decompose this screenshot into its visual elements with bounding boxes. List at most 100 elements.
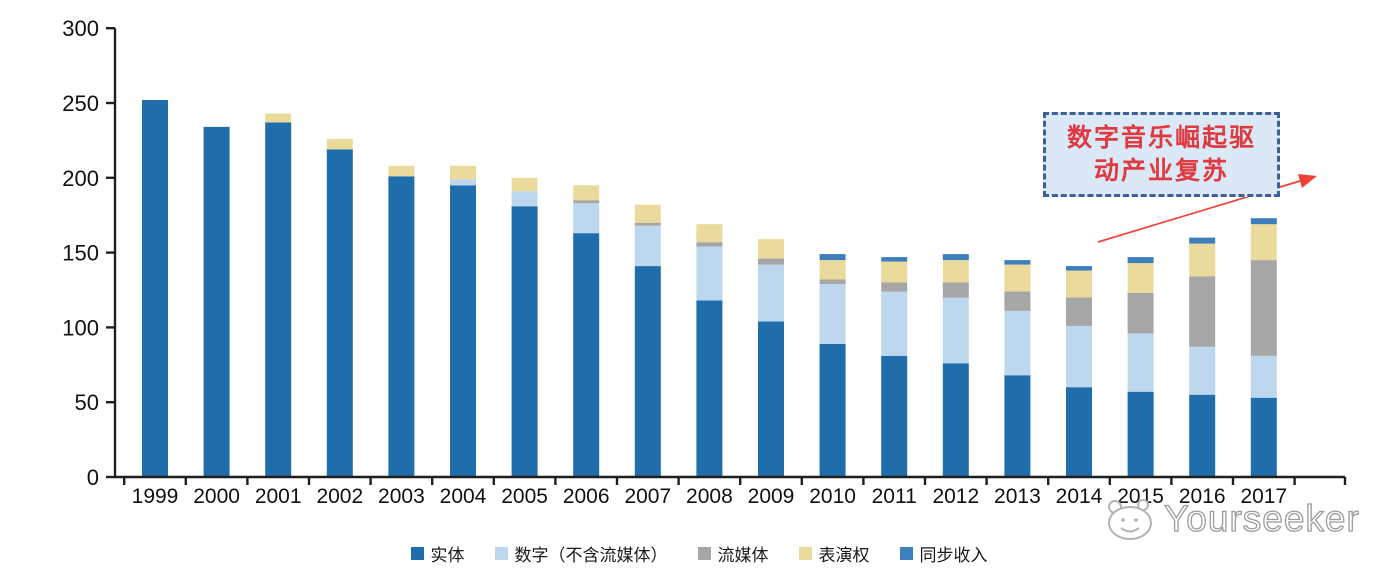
bar-segment-performance-rights: [1189, 243, 1216, 277]
x-axis-label: 2017: [1240, 485, 1287, 508]
bar-segment-physical: [1189, 394, 1216, 477]
bar-segment-performance-rights: [573, 185, 600, 201]
bar-segment-physical: [634, 266, 661, 477]
legend-label-sync-revenue: 同步收入: [919, 546, 988, 565]
y-axis-label: 150: [62, 241, 99, 266]
x-axis-label: 2004: [440, 485, 487, 508]
x-axis-label: 2001: [255, 485, 302, 508]
bar-segment-digital-excl-streaming: [942, 297, 969, 364]
bar-segment-physical: [1066, 387, 1092, 477]
legend-swatch-sync-revenue: [899, 547, 913, 560]
bar-segment-streaming: [573, 200, 600, 204]
bar-segment-streaming: [1127, 293, 1154, 334]
bar-segment-digital-excl-streaming: [696, 246, 723, 301]
x-axis-label: 2005: [501, 485, 548, 508]
bar-segment-digital-excl-streaming: [634, 225, 661, 267]
legend-swatch-physical: [410, 547, 424, 560]
x-axis-label: 2003: [378, 485, 425, 508]
bar-segment-performance-rights: [265, 113, 292, 123]
x-axis-label: 2002: [316, 485, 363, 508]
bar-segment-physical: [203, 126, 230, 478]
annotation-line2: 动产业复苏: [1093, 157, 1229, 185]
legend-label-physical: 实体: [430, 546, 465, 565]
bar-segment-sync-revenue: [819, 254, 846, 261]
y-axis-label: 250: [62, 91, 99, 116]
y-axis-label: 200: [62, 166, 99, 191]
legend-label-streaming: 流媒体: [717, 546, 769, 565]
bar-segment-physical: [1127, 391, 1154, 477]
bar-segment-streaming: [1066, 297, 1092, 326]
bar-segment-streaming: [696, 242, 723, 247]
legend: 实体 数字（不含流媒体） 流媒体 表演权 同步收入: [0, 541, 1398, 566]
bar-segment-performance-rights: [1004, 264, 1031, 292]
x-axis-label: 2016: [1179, 485, 1226, 508]
bar-segment-performance-rights: [450, 165, 476, 180]
annotation-callout: 数字音乐崛起驱 动产业复苏: [1043, 112, 1280, 197]
bar-segment-streaming: [634, 222, 661, 226]
bar-segment-digital-excl-streaming: [1127, 333, 1154, 392]
legend-swatch-performance-rights: [798, 547, 812, 560]
bar-segment-sync-revenue: [1250, 218, 1277, 225]
bar-segment-digital-excl-streaming: [511, 191, 538, 207]
legend-label-digital-excl-streaming: 数字（不含流媒体）: [514, 546, 668, 565]
legend-item-physical: 实体: [410, 541, 465, 566]
yourseeker-mascot-icon: [1108, 499, 1152, 540]
bar-segment-sync-revenue: [881, 257, 908, 262]
bar-segment-digital-excl-streaming: [450, 179, 476, 186]
bar-segment-digital-excl-streaming: [1250, 355, 1277, 398]
annotation-line1: 数字音乐崛起驱: [1066, 124, 1256, 152]
bar-segment-physical: [942, 363, 969, 477]
legend-swatch-streaming: [697, 547, 711, 560]
bar-segment-streaming: [942, 282, 969, 298]
bar-segment-streaming: [819, 279, 846, 284]
bar-segment-digital-excl-streaming: [819, 284, 846, 344]
x-axis-label: 2011: [872, 485, 917, 508]
x-axis-label: 2012: [932, 485, 979, 508]
y-axis-label: 50: [75, 390, 99, 415]
bar-segment-performance-rights: [1250, 224, 1277, 261]
x-axis-label: 2009: [748, 485, 795, 508]
bar-segment-performance-rights: [1066, 270, 1092, 298]
bar-segment-physical: [819, 343, 846, 477]
bar-segment-physical: [265, 122, 292, 478]
bar-segment-sync-revenue: [1127, 257, 1154, 264]
y-axis-label: 0: [87, 465, 99, 490]
bar-segment-physical: [1004, 375, 1031, 477]
x-axis-label: 2015: [1117, 485, 1164, 508]
bar-segment-physical: [573, 233, 600, 477]
bar-segment-performance-rights: [819, 260, 846, 280]
x-axis-label: 2007: [624, 485, 671, 508]
bar-segment-sync-revenue: [1189, 237, 1216, 244]
y-axis-label: 300: [62, 16, 99, 41]
bar-segment-sync-revenue: [1066, 266, 1092, 271]
bar-segment-digital-excl-streaming: [758, 264, 784, 322]
bar-segment-physical: [388, 176, 415, 478]
bar-segment-performance-rights: [511, 177, 538, 192]
bar-segment-streaming: [881, 282, 908, 292]
bar-segment-streaming: [1250, 260, 1277, 356]
bar-segment-digital-excl-streaming: [1066, 325, 1092, 388]
watermark-text: Yourseeker: [1163, 497, 1360, 539]
bar-segment-physical: [696, 300, 723, 477]
x-axis-label: 1999: [132, 485, 179, 508]
legend-item-performance-rights: 表演权: [798, 541, 870, 566]
bar-segment-performance-rights: [696, 224, 723, 243]
x-axis-label: 2014: [1056, 485, 1103, 508]
bar-segment-physical: [142, 100, 168, 477]
legend-item-digital-excl-streaming: 数字（不含流媒体）: [494, 541, 668, 566]
bar-segment-physical: [326, 149, 353, 477]
legend-swatch-digital-excl-streaming: [494, 547, 508, 560]
legend-item-sync-revenue: 同步收入: [899, 541, 988, 566]
bar-segment-streaming: [1004, 291, 1031, 311]
bar-segment-performance-rights: [758, 239, 784, 259]
bar-segment-digital-excl-streaming: [1189, 346, 1216, 395]
bar-segment-performance-rights: [881, 261, 908, 283]
watermark: Yourseeker: [1102, 497, 1360, 541]
bar-segment-performance-rights: [634, 204, 661, 223]
bar-segment-digital-excl-streaming: [573, 203, 600, 234]
y-axis-label: 100: [62, 315, 99, 340]
x-axis-label: 2010: [809, 485, 856, 508]
bar-segment-streaming: [758, 258, 784, 265]
